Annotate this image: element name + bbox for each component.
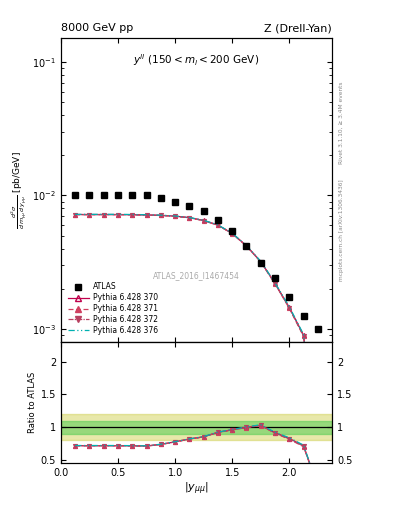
X-axis label: $|y_{\mu\mu}|$: $|y_{\mu\mu}|$: [184, 481, 209, 497]
Text: mcplots.cern.ch [arXiv:1306.3436]: mcplots.cern.ch [arXiv:1306.3436]: [339, 180, 344, 281]
Text: ATLAS_2016_I1467454: ATLAS_2016_I1467454: [153, 271, 240, 280]
Text: $y^{ll}\ (150 < m_l < 200\ \mathrm{GeV})$: $y^{ll}\ (150 < m_l < 200\ \mathrm{GeV})…: [134, 52, 259, 68]
Bar: [61, 421, 332, 434]
Text: 8000 GeV pp: 8000 GeV pp: [61, 23, 133, 33]
Y-axis label: $\frac{d^2\sigma}{d\,m_{\mu\mu}\,d\,y_{\mu\mu}}$ [pb/GeV]: $\frac{d^2\sigma}{d\,m_{\mu\mu}\,d\,y_{\…: [9, 151, 29, 229]
Text: Z (Drell-Yan): Z (Drell-Yan): [264, 23, 332, 33]
Y-axis label: Ratio to ATLAS: Ratio to ATLAS: [28, 372, 37, 433]
Text: Rivet 3.1.10, ≥ 3.4M events: Rivet 3.1.10, ≥ 3.4M events: [339, 81, 344, 164]
Bar: [61, 414, 332, 440]
Legend: ATLAS, Pythia 6.428 370, Pythia 6.428 371, Pythia 6.428 372, Pythia 6.428 376: ATLAS, Pythia 6.428 370, Pythia 6.428 37…: [65, 280, 161, 338]
